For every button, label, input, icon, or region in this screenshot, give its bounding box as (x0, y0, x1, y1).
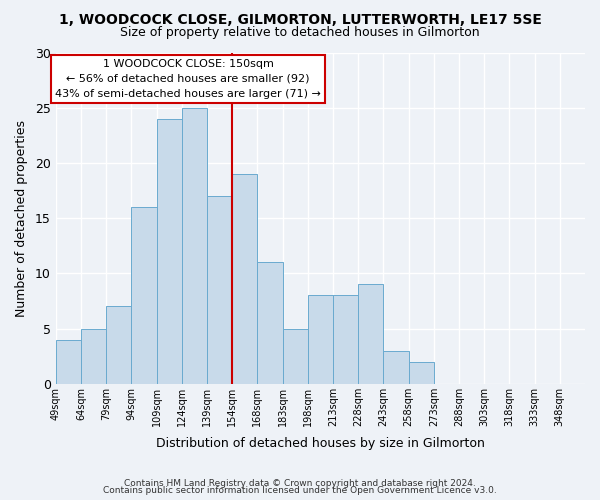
Bar (232, 174, 257, 384)
Bar (409, 362, 434, 384)
Bar (131, 207, 157, 384)
Text: Size of property relative to detached houses in Gilmorton: Size of property relative to detached ho… (120, 26, 480, 39)
Text: 1, WOODCOCK CLOSE, GILMORTON, LUTTERWORTH, LE17 5SE: 1, WOODCOCK CLOSE, GILMORTON, LUTTERWORT… (59, 12, 541, 26)
Bar (207, 196, 232, 384)
Bar (106, 306, 131, 384)
X-axis label: Distribution of detached houses by size in Gilmorton: Distribution of detached houses by size … (156, 437, 485, 450)
Bar (383, 350, 409, 384)
Bar (81, 328, 106, 384)
Bar (333, 296, 358, 384)
Bar (308, 296, 333, 384)
Bar (358, 284, 383, 384)
Bar (283, 328, 308, 384)
Bar (182, 108, 207, 384)
Text: Contains public sector information licensed under the Open Government Licence v3: Contains public sector information licen… (103, 486, 497, 495)
Bar (257, 262, 283, 384)
Bar (157, 118, 182, 384)
Text: Contains HM Land Registry data © Crown copyright and database right 2024.: Contains HM Land Registry data © Crown c… (124, 478, 476, 488)
Text: 1 WOODCOCK CLOSE: 150sqm
← 56% of detached houses are smaller (92)
43% of semi-d: 1 WOODCOCK CLOSE: 150sqm ← 56% of detach… (55, 59, 321, 98)
Bar (56, 340, 81, 384)
Y-axis label: Number of detached properties: Number of detached properties (15, 120, 28, 316)
